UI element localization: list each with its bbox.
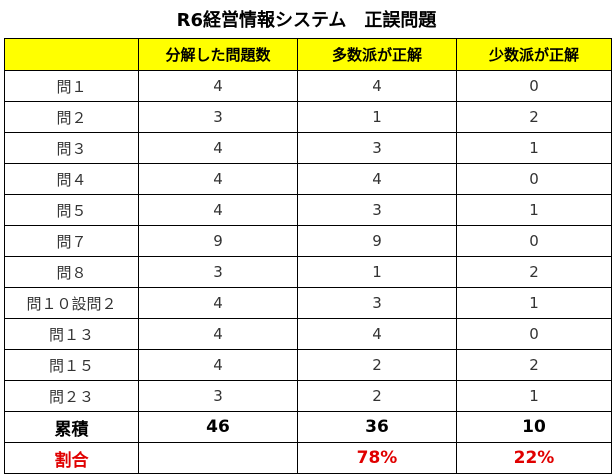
ratio-row: 割合 78% 22% [4,442,612,474]
cell-minority-correct[interactable]: 1 [456,380,612,412]
total-cell-minority-correct[interactable]: 10 [456,411,612,443]
table-row: 問３ 4 3 1 [4,132,612,164]
header-cell-question-count[interactable]: 分解した問題数 [138,38,298,71]
table-row: 問７ 9 9 0 [4,225,612,257]
total-cell-majority-correct[interactable]: 36 [297,411,457,443]
results-table: 分解した問題数 多数派が正解 少数派が正解 問１ 4 4 0 問２ 3 1 2 問３ 4 3 1 問４ 4… [4,38,612,474]
cell-majority-correct[interactable]: 4 [297,70,457,102]
cell-minority-correct[interactable]: 1 [456,132,612,164]
table-row: 問８ 3 1 2 [4,256,612,288]
cell-row-label[interactable]: 問１０設問２ [4,287,139,319]
cell-question-count[interactable]: 4 [138,163,298,195]
cell-question-count[interactable]: 4 [138,132,298,164]
cell-majority-correct[interactable]: 9 [297,225,457,257]
ratio-cell-minority-correct[interactable]: 22% [456,442,612,474]
cell-majority-correct[interactable]: 1 [297,256,457,288]
cell-majority-correct[interactable]: 3 [297,287,457,319]
cell-minority-correct[interactable]: 2 [456,256,612,288]
cell-majority-correct[interactable]: 2 [297,380,457,412]
header-row: 分解した問題数 多数派が正解 少数派が正解 [4,38,612,71]
cell-majority-correct[interactable]: 1 [297,101,457,133]
table-row: 問２３ 3 2 1 [4,380,612,412]
cell-minority-correct[interactable]: 1 [456,194,612,226]
cell-question-count[interactable]: 9 [138,225,298,257]
cell-row-label[interactable]: 問１３ [4,318,139,350]
cell-row-label[interactable]: 問７ [4,225,139,257]
cell-minority-correct[interactable]: 0 [456,225,612,257]
cell-majority-correct[interactable]: 2 [297,349,457,381]
cell-minority-correct[interactable]: 0 [456,163,612,195]
ratio-cell-majority-correct[interactable]: 78% [297,442,457,474]
cell-minority-correct[interactable]: 2 [456,349,612,381]
ratio-cell-question-count[interactable] [138,442,298,474]
cell-row-label[interactable]: 問８ [4,256,139,288]
ratio-cell-row-label[interactable]: 割合 [4,442,139,474]
cell-majority-correct[interactable]: 3 [297,132,457,164]
table-row: 問４ 4 4 0 [4,163,612,195]
cell-row-label[interactable]: 問２ [4,101,139,133]
cell-row-label[interactable]: 問１５ [4,349,139,381]
header-cell-minority-correct[interactable]: 少数派が正解 [456,38,612,71]
cell-majority-correct[interactable]: 4 [297,163,457,195]
cell-row-label[interactable]: 問４ [4,163,139,195]
header-cell-blank[interactable] [4,38,139,71]
cell-majority-correct[interactable]: 3 [297,194,457,226]
header-cell-majority-correct[interactable]: 多数派が正解 [297,38,457,71]
cell-row-label[interactable]: 問１ [4,70,139,102]
cell-minority-correct[interactable]: 2 [456,101,612,133]
table-row: 問１０設問２ 4 3 1 [4,287,612,319]
cell-majority-correct[interactable]: 4 [297,318,457,350]
total-cell-row-label[interactable]: 累積 [4,411,139,443]
table-row: 問１５ 4 2 2 [4,349,612,381]
cell-row-label[interactable]: 問３ [4,132,139,164]
cell-row-label[interactable]: 問２３ [4,380,139,412]
cell-question-count[interactable]: 4 [138,70,298,102]
cell-question-count[interactable]: 3 [138,101,298,133]
cell-minority-correct[interactable]: 0 [456,318,612,350]
cell-minority-correct[interactable]: 0 [456,70,612,102]
cell-question-count[interactable]: 4 [138,349,298,381]
table-row: 問１ 4 4 0 [4,70,612,102]
total-row: 累積 46 36 10 [4,411,612,443]
cell-question-count[interactable]: 4 [138,287,298,319]
total-cell-question-count[interactable]: 46 [138,411,298,443]
cell-question-count[interactable]: 4 [138,318,298,350]
sheet-title: R6経営情報システム 正誤問題 [176,10,437,31]
cell-row-label[interactable]: 問５ [4,194,139,226]
cell-question-count[interactable]: 3 [138,256,298,288]
cell-minority-correct[interactable]: 1 [456,287,612,319]
cell-question-count[interactable]: 4 [138,194,298,226]
cell-question-count[interactable]: 3 [138,380,298,412]
table-row: 問２ 3 1 2 [4,101,612,133]
table-row: 問５ 4 3 1 [4,194,612,226]
table-row: 問１３ 4 4 0 [4,318,612,350]
